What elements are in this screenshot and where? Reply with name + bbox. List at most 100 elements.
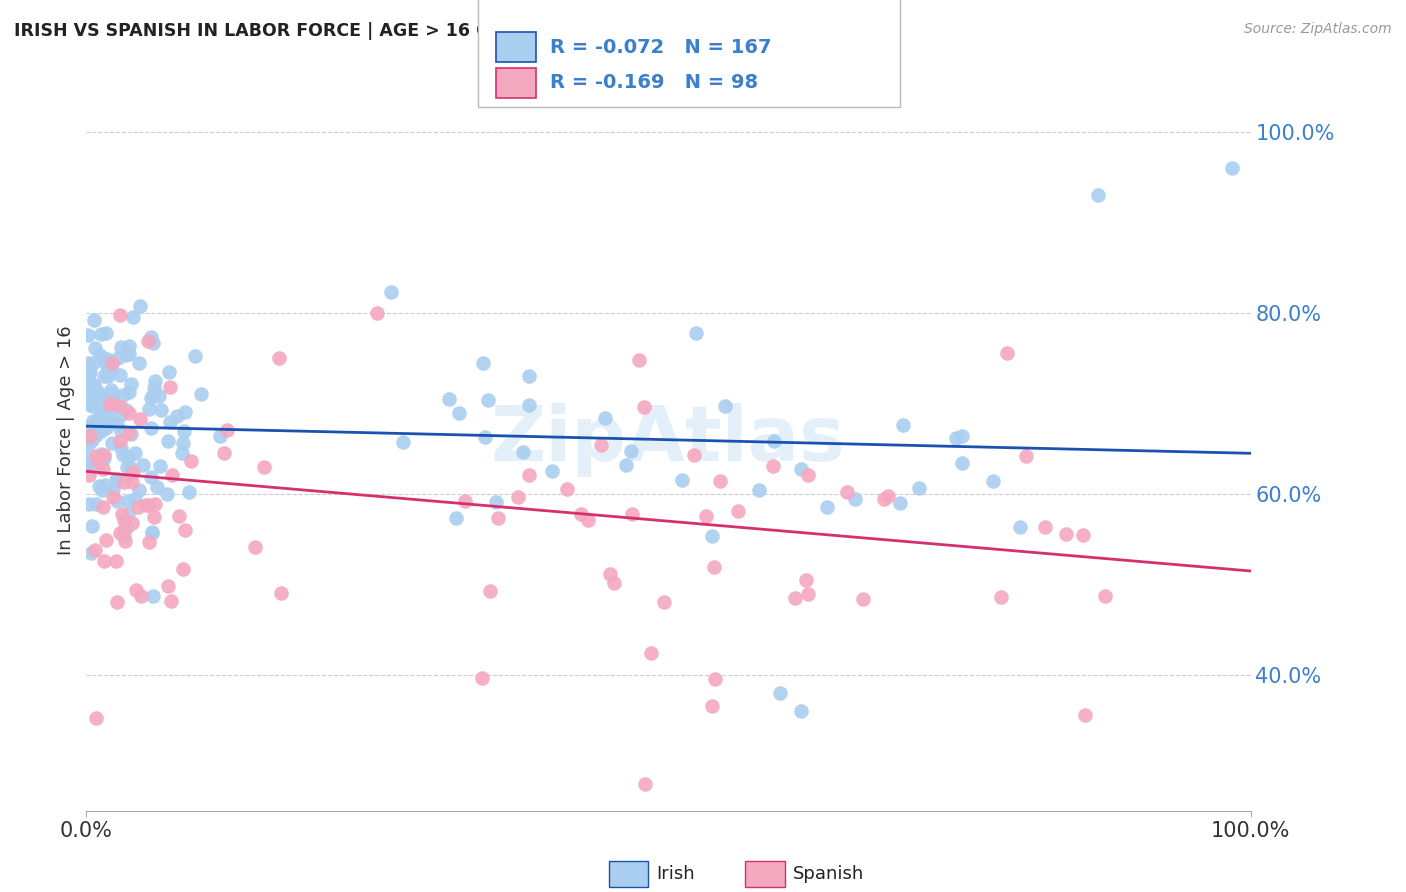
Point bbox=[125, 582, 148, 597]
Point bbox=[89, 409, 111, 424]
Point bbox=[100, 383, 122, 397]
Point bbox=[512, 445, 534, 459]
Point bbox=[517, 467, 540, 482]
Point bbox=[76, 374, 98, 388]
Point bbox=[157, 365, 180, 379]
Point bbox=[82, 518, 104, 533]
Point bbox=[97, 357, 120, 371]
Point bbox=[727, 504, 749, 518]
Point bbox=[541, 464, 564, 478]
Point bbox=[506, 490, 529, 504]
Point bbox=[94, 326, 117, 341]
Point bbox=[112, 448, 135, 462]
Point bbox=[714, 400, 737, 414]
Point bbox=[87, 415, 110, 429]
Point bbox=[945, 431, 967, 445]
Point bbox=[90, 407, 112, 421]
Text: Spanish: Spanish bbox=[793, 865, 865, 883]
Point bbox=[614, 458, 637, 473]
Point bbox=[769, 686, 792, 700]
Point bbox=[128, 483, 150, 498]
Point bbox=[104, 400, 127, 414]
Point bbox=[94, 421, 117, 435]
Point bbox=[142, 388, 165, 402]
Point bbox=[117, 508, 139, 522]
Point bbox=[671, 473, 693, 487]
Point bbox=[599, 566, 621, 581]
Point bbox=[91, 500, 114, 515]
Point bbox=[79, 365, 101, 379]
Point bbox=[86, 385, 108, 400]
Point bbox=[90, 456, 112, 470]
Point bbox=[129, 412, 152, 426]
Point bbox=[950, 429, 973, 443]
Point bbox=[1054, 526, 1077, 541]
Point bbox=[576, 513, 599, 527]
Y-axis label: In Labor Force | Age > 16: In Labor Force | Age > 16 bbox=[58, 325, 75, 555]
Point bbox=[128, 356, 150, 370]
Point bbox=[96, 359, 118, 373]
Point bbox=[160, 467, 183, 482]
Point bbox=[797, 587, 820, 601]
Point bbox=[84, 449, 107, 463]
Point bbox=[437, 392, 460, 406]
Point bbox=[270, 586, 292, 600]
Point bbox=[139, 391, 162, 405]
Point bbox=[132, 458, 155, 473]
Point bbox=[100, 361, 122, 376]
Point bbox=[87, 478, 110, 492]
Point bbox=[143, 497, 166, 511]
Point bbox=[115, 460, 138, 475]
Point bbox=[86, 455, 108, 469]
Point bbox=[159, 415, 181, 429]
Point bbox=[108, 434, 131, 448]
Point bbox=[454, 494, 477, 508]
Point bbox=[136, 334, 159, 349]
Point bbox=[115, 520, 138, 534]
Point bbox=[79, 427, 101, 442]
Point bbox=[1071, 527, 1094, 541]
Point bbox=[877, 489, 900, 503]
Point bbox=[591, 438, 613, 452]
Point bbox=[112, 529, 135, 543]
Point bbox=[76, 457, 98, 471]
Point bbox=[135, 498, 157, 512]
Point bbox=[1010, 520, 1032, 534]
Point bbox=[82, 433, 104, 447]
Point bbox=[110, 441, 132, 455]
Point bbox=[156, 487, 179, 501]
Point bbox=[1033, 519, 1056, 533]
Point bbox=[215, 423, 238, 437]
Point bbox=[150, 403, 173, 417]
Point bbox=[1094, 589, 1116, 603]
Point bbox=[77, 369, 100, 384]
Point bbox=[682, 449, 704, 463]
Point bbox=[790, 704, 813, 718]
Point bbox=[485, 494, 508, 508]
Point bbox=[105, 494, 128, 508]
Point bbox=[159, 380, 181, 394]
Point bbox=[157, 579, 180, 593]
Point bbox=[142, 509, 165, 524]
Point bbox=[120, 461, 142, 475]
Point bbox=[120, 377, 142, 392]
Point bbox=[90, 424, 112, 438]
Point bbox=[392, 435, 415, 450]
Point bbox=[77, 432, 100, 446]
Point bbox=[141, 525, 163, 540]
Point bbox=[80, 545, 103, 559]
Point bbox=[105, 554, 128, 568]
Point bbox=[253, 459, 276, 474]
Point bbox=[380, 285, 402, 300]
Point bbox=[620, 508, 643, 522]
Point bbox=[97, 369, 120, 384]
Point bbox=[184, 349, 207, 363]
Point bbox=[110, 425, 132, 439]
Point bbox=[93, 554, 115, 568]
Point bbox=[108, 368, 131, 382]
Point bbox=[138, 535, 160, 549]
Point bbox=[128, 299, 150, 313]
Point bbox=[79, 428, 101, 442]
Point bbox=[83, 313, 105, 327]
Point bbox=[103, 491, 125, 505]
